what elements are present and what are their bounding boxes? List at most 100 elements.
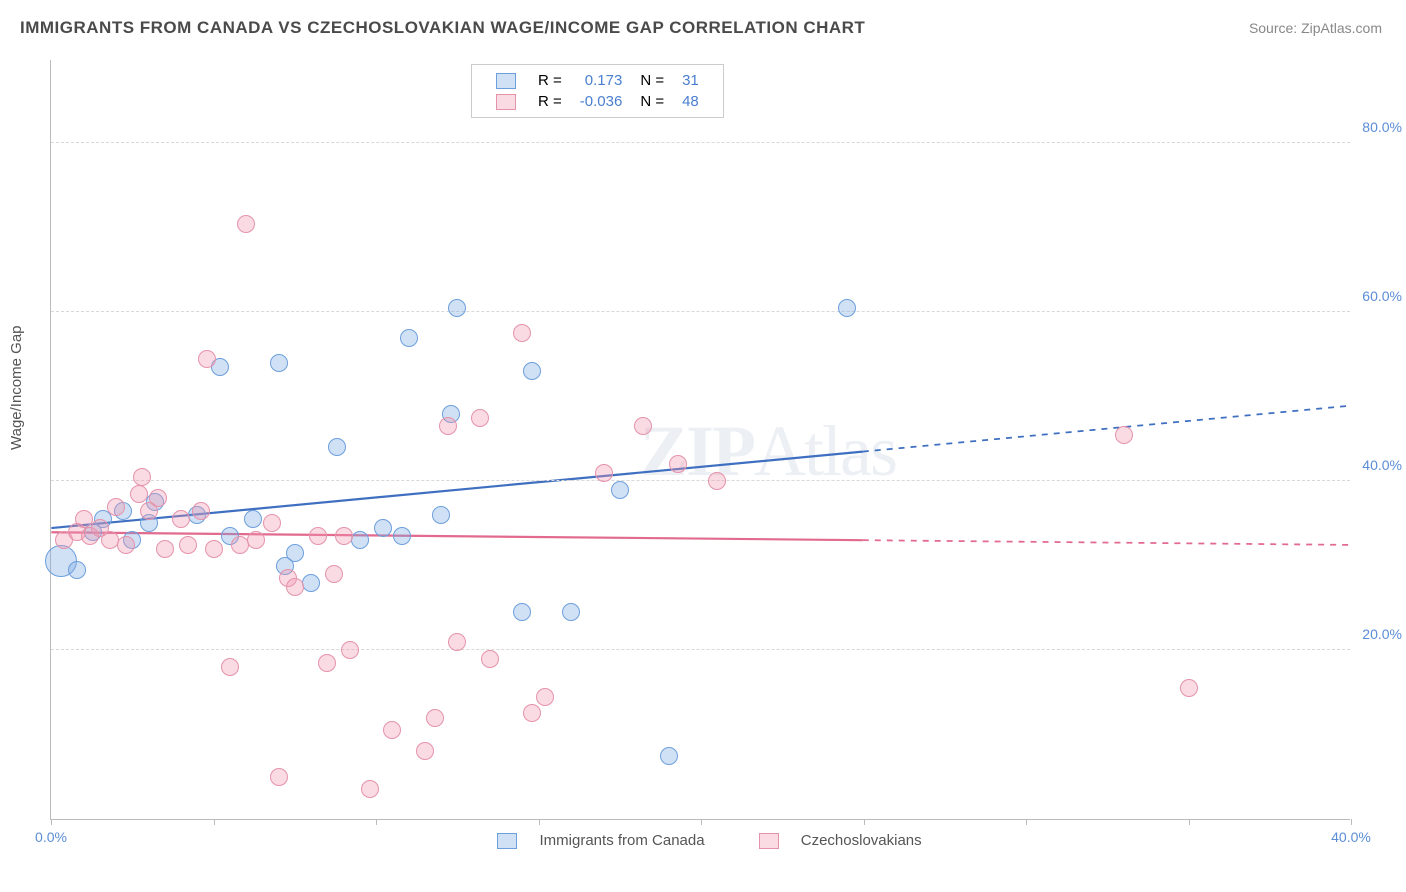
series-legend-czech: Czechoslovakians: [741, 832, 922, 849]
scatter-point-czech: [536, 688, 554, 706]
series-legend-canada: Immigrants from Canada: [479, 832, 704, 849]
scatter-point-czech: [107, 498, 125, 516]
legend-swatch-czech: [496, 94, 516, 110]
scatter-point-czech: [426, 709, 444, 727]
scatter-point-canada: [68, 561, 86, 579]
scatter-point-czech: [198, 350, 216, 368]
y-tick-label: 60.0%: [1362, 288, 1402, 304]
scatter-point-czech: [708, 472, 726, 490]
gridline: [51, 480, 1350, 481]
scatter-point-czech: [341, 641, 359, 659]
x-tick: [701, 819, 702, 825]
legend-n-value: 31: [674, 71, 707, 90]
scatter-point-czech: [192, 502, 210, 520]
scatter-point-canada: [328, 438, 346, 456]
y-axis-label: Wage/Income Gap: [8, 325, 25, 450]
correlation-legend: R =0.173N =31R =-0.036N =48: [471, 64, 724, 118]
scatter-point-canada: [351, 531, 369, 549]
scatter-point-czech: [156, 540, 174, 558]
scatter-point-czech: [130, 485, 148, 503]
source-prefix: Source:: [1249, 20, 1301, 36]
scatter-point-czech: [117, 536, 135, 554]
legend-n-label: N =: [632, 71, 672, 90]
scatter-point-czech: [179, 536, 197, 554]
x-tick-label: 40.0%: [1331, 829, 1371, 845]
trendline-dash-canada: [863, 406, 1350, 452]
x-tick: [539, 819, 540, 825]
scatter-point-czech: [205, 540, 223, 558]
scatter-plot-area: R =0.173N =31R =-0.036N =48 Immigrants f…: [50, 60, 1350, 820]
scatter-point-czech: [481, 650, 499, 668]
scatter-point-canada: [302, 574, 320, 592]
scatter-point-canada: [286, 544, 304, 562]
legend-swatch-canada: [497, 833, 517, 849]
scatter-point-czech: [172, 510, 190, 528]
trendline-czech: [51, 532, 862, 540]
x-tick: [376, 819, 377, 825]
y-tick-label: 20.0%: [1362, 626, 1402, 642]
scatter-point-canada: [660, 747, 678, 765]
scatter-point-canada: [374, 519, 392, 537]
trendline-dash-czech: [863, 540, 1350, 545]
x-tick: [214, 819, 215, 825]
x-tick: [1026, 819, 1027, 825]
gridline: [51, 649, 1350, 650]
scatter-point-czech: [101, 531, 119, 549]
scatter-point-czech: [471, 409, 489, 427]
x-tick: [51, 819, 52, 825]
scatter-point-canada: [244, 510, 262, 528]
legend-row-czech: R =-0.036N =48: [488, 92, 707, 111]
x-tick-label: 0.0%: [35, 829, 67, 845]
scatter-point-czech: [133, 468, 151, 486]
scatter-point-czech: [383, 721, 401, 739]
scatter-point-czech: [231, 536, 249, 554]
scatter-point-czech: [595, 464, 613, 482]
scatter-point-czech: [361, 780, 379, 798]
legend-r-value: 0.173: [572, 71, 631, 90]
scatter-point-czech: [149, 489, 167, 507]
legend-swatch-czech: [759, 833, 779, 849]
scatter-point-czech: [523, 704, 541, 722]
x-tick: [1351, 819, 1352, 825]
scatter-point-canada: [400, 329, 418, 347]
gridline: [51, 311, 1350, 312]
gridline: [51, 142, 1350, 143]
legend-r-value: -0.036: [572, 92, 631, 111]
scatter-point-canada: [448, 299, 466, 317]
x-tick: [864, 819, 865, 825]
scatter-point-canada: [838, 299, 856, 317]
scatter-point-czech: [448, 633, 466, 651]
scatter-point-czech: [270, 768, 288, 786]
scatter-point-canada: [523, 362, 541, 380]
legend-r-label: R =: [530, 71, 570, 90]
trend-lines: [51, 60, 1350, 819]
y-tick-label: 80.0%: [1362, 119, 1402, 135]
legend-n-value: 48: [674, 92, 707, 111]
source-link[interactable]: ZipAtlas.com: [1301, 20, 1382, 36]
source-attribution: Source: ZipAtlas.com: [1249, 20, 1382, 36]
scatter-point-czech: [221, 658, 239, 676]
scatter-point-czech: [318, 654, 336, 672]
scatter-point-canada: [611, 481, 629, 499]
scatter-point-czech: [1115, 426, 1133, 444]
scatter-point-canada: [562, 603, 580, 621]
scatter-point-czech: [325, 565, 343, 583]
legend-n-label: N =: [632, 92, 672, 111]
scatter-point-canada: [432, 506, 450, 524]
chart-title: IMMIGRANTS FROM CANADA VS CZECHOSLOVAKIA…: [20, 18, 865, 38]
scatter-point-czech: [669, 455, 687, 473]
x-tick: [1189, 819, 1190, 825]
scatter-point-canada: [513, 603, 531, 621]
scatter-point-czech: [439, 417, 457, 435]
scatter-point-czech: [237, 215, 255, 233]
y-tick-label: 40.0%: [1362, 457, 1402, 473]
scatter-point-czech: [416, 742, 434, 760]
scatter-point-czech: [75, 510, 93, 528]
scatter-point-czech: [263, 514, 281, 532]
scatter-point-czech: [634, 417, 652, 435]
legend-row-canada: R =0.173N =31: [488, 71, 707, 90]
legend-r-label: R =: [530, 92, 570, 111]
scatter-point-czech: [286, 578, 304, 596]
scatter-point-czech: [1180, 679, 1198, 697]
scatter-point-czech: [335, 527, 353, 545]
